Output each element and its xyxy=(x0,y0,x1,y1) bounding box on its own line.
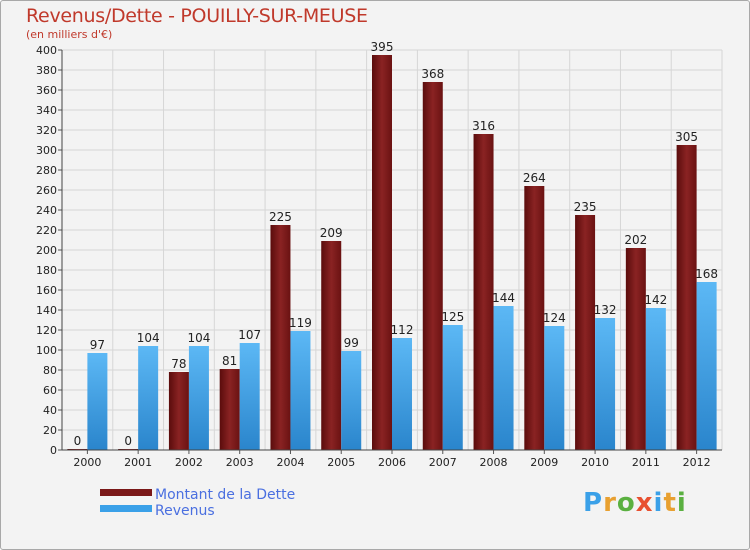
y-tick-label: 320 xyxy=(36,124,57,137)
revenue-value-label-2001: 104 xyxy=(137,331,160,345)
revenue-value-label-2007: 125 xyxy=(441,310,464,324)
debt-bar-2003 xyxy=(219,369,240,450)
x-tick-label-2007: 2007 xyxy=(429,456,457,469)
y-tick-label: 280 xyxy=(36,164,57,177)
debt-bar-2006 xyxy=(372,55,392,450)
debt-bar-2011 xyxy=(625,248,646,450)
revenue-bar-2006 xyxy=(392,338,412,450)
legend-swatch-debt xyxy=(100,489,152,496)
y-tick-label: 0 xyxy=(50,444,57,457)
revenue-value-label-2005: 99 xyxy=(344,336,359,350)
y-tick-label: 20 xyxy=(43,424,57,437)
chart-subtitle: (en milliers d'€) xyxy=(26,28,113,41)
debt-value-label-2004: 225 xyxy=(269,210,292,224)
y-tick-label: 400 xyxy=(36,44,57,57)
proxiti-logo: Proxiti xyxy=(583,488,687,518)
revenue-bar-2000 xyxy=(87,353,108,450)
y-tick-label: 120 xyxy=(36,324,57,337)
revenue-value-label-2000: 97 xyxy=(90,338,105,352)
debt-value-label-2002: 78 xyxy=(171,357,186,371)
revenue-bar-2005 xyxy=(341,351,362,450)
revenue-bar-2009 xyxy=(544,326,565,450)
y-tick-label: 200 xyxy=(36,244,57,257)
chart-title: Revenus/Dette - POUILLY-SUR-MEUSE xyxy=(26,5,368,27)
revenue-bar-2010 xyxy=(595,318,616,450)
debt-value-label-2000: 0 xyxy=(74,434,82,448)
x-tick-label-2012: 2012 xyxy=(683,456,711,469)
legend-label-revenue: Revenus xyxy=(155,503,215,519)
revenue-value-label-2006: 112 xyxy=(391,323,414,337)
revenue-value-label-2012: 168 xyxy=(695,267,718,281)
revenue-bar-2012 xyxy=(696,282,717,450)
x-tick-label-2001: 2001 xyxy=(124,456,152,469)
revenue-bar-2002 xyxy=(188,346,209,450)
debt-value-label-2012: 305 xyxy=(675,130,698,144)
y-tick-label: 380 xyxy=(36,64,57,77)
revenue-bar-2011 xyxy=(645,308,666,450)
debt-value-label-2005: 209 xyxy=(320,226,343,240)
revenue-value-label-2002: 104 xyxy=(187,331,210,345)
x-tick-label-2005: 2005 xyxy=(327,456,355,469)
revenue-bar-2003 xyxy=(239,343,260,450)
y-tick-label: 160 xyxy=(36,284,57,297)
debt-bar-2002 xyxy=(168,372,189,450)
debt-bar-2010 xyxy=(575,215,596,450)
debt-value-label-2006: 395 xyxy=(371,40,394,54)
x-tick-label-2000: 2000 xyxy=(73,456,101,469)
revenue-value-label-2010: 132 xyxy=(594,303,617,317)
debt-value-label-2010: 235 xyxy=(574,200,597,214)
y-tick-label: 360 xyxy=(36,84,57,97)
debt-value-label-2007: 368 xyxy=(421,67,444,81)
x-tick-label-2003: 2003 xyxy=(226,456,254,469)
debt-value-label-2011: 202 xyxy=(624,233,647,247)
x-tick-label-2004: 2004 xyxy=(276,456,304,469)
revenue-bar-2007 xyxy=(442,325,463,450)
debt-value-label-2009: 264 xyxy=(523,171,546,185)
x-tick-label-2009: 2009 xyxy=(530,456,558,469)
revenue-value-label-2008: 144 xyxy=(492,291,515,305)
x-tick-label-2008: 2008 xyxy=(480,456,508,469)
legend-label-debt: Montant de la Dette xyxy=(155,487,295,503)
revenue-bar-2008 xyxy=(493,306,514,450)
revenue-value-label-2011: 142 xyxy=(644,293,667,307)
debt-bar-2012 xyxy=(676,145,697,450)
revenue-value-label-2003: 107 xyxy=(238,328,261,342)
debt-value-label-2008: 316 xyxy=(472,119,495,133)
x-tick-label-2006: 2006 xyxy=(378,456,406,469)
revenue-bar-2001 xyxy=(138,346,159,450)
y-tick-label: 140 xyxy=(36,304,57,317)
y-tick-label: 60 xyxy=(43,384,57,397)
revenue-value-label-2009: 124 xyxy=(543,311,566,325)
debt-bar-2004 xyxy=(270,225,291,450)
revenue-value-label-2004: 119 xyxy=(289,316,312,330)
y-tick-label: 40 xyxy=(43,404,57,417)
debt-bar-2005 xyxy=(321,241,342,450)
y-tick-label: 240 xyxy=(36,204,57,217)
y-tick-label: 220 xyxy=(36,224,57,237)
y-tick-label: 100 xyxy=(36,344,57,357)
y-tick-label: 300 xyxy=(36,144,57,157)
x-tick-label-2010: 2010 xyxy=(581,456,609,469)
y-tick-label: 80 xyxy=(43,364,57,377)
debt-bar-2008 xyxy=(473,134,494,450)
debt-bar-2007 xyxy=(422,82,443,450)
debt-bar-2009 xyxy=(524,186,545,450)
debt-value-label-2001: 0 xyxy=(124,434,132,448)
y-tick-label: 260 xyxy=(36,184,57,197)
x-tick-label-2011: 2011 xyxy=(632,456,660,469)
y-tick-label: 180 xyxy=(36,264,57,277)
revenue-bar-2004 xyxy=(290,331,311,450)
y-tick-label: 340 xyxy=(36,104,57,117)
x-tick-label-2002: 2002 xyxy=(175,456,203,469)
legend-swatch-revenue xyxy=(100,505,152,512)
debt-value-label-2003: 81 xyxy=(222,354,237,368)
